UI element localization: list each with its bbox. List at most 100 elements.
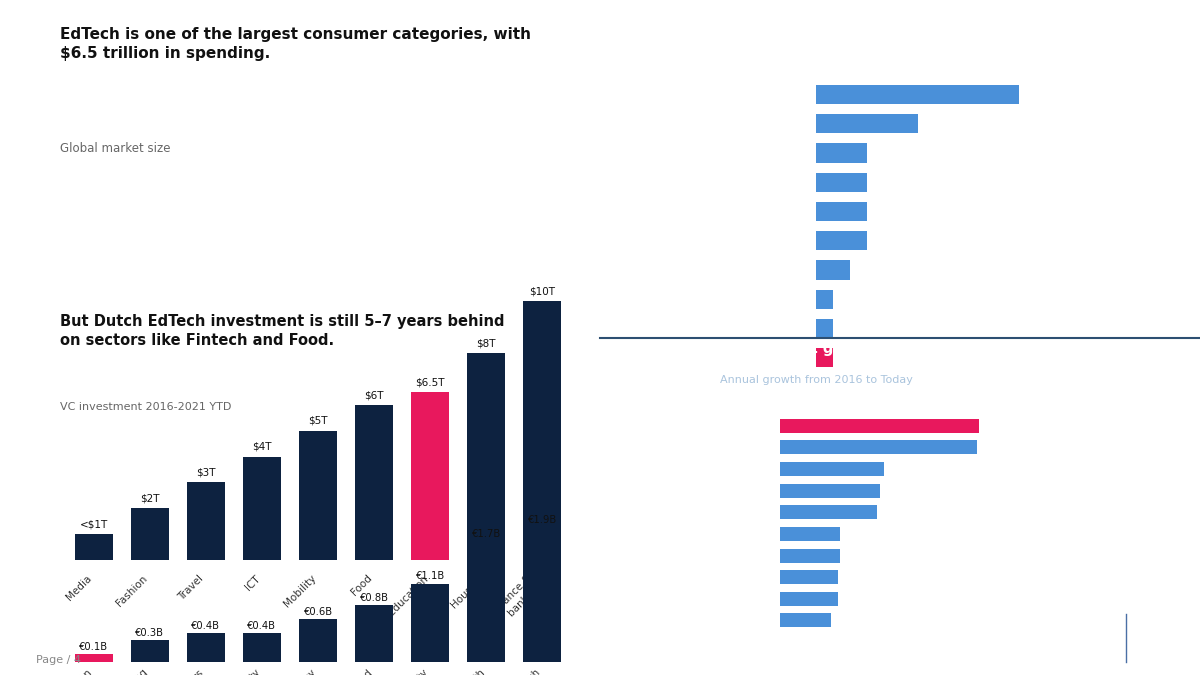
Text: 27%: 27% [845, 529, 868, 539]
Text: Security: Security [226, 667, 262, 675]
Text: 44%: 44% [882, 508, 905, 517]
Text: Energy: Energy [286, 667, 318, 675]
Text: Fintech: Fintech [510, 667, 542, 675]
Bar [131, 508, 169, 560]
Text: €0.6B: €0.6B [304, 607, 332, 616]
Text: $4T: $4T [252, 442, 271, 452]
Text: 26%: 26% [842, 572, 865, 582]
Bar [780, 527, 840, 541]
Text: $2T: $2T [140, 493, 160, 504]
Bar [187, 633, 224, 662]
Text: €0.1B: €0.1B [840, 353, 870, 362]
Bar [816, 261, 850, 279]
Text: Spain: Spain [781, 294, 811, 304]
Bar [467, 542, 505, 661]
Text: Global market size: Global market size [60, 142, 170, 155]
Text: 89%: 89% [982, 442, 1004, 452]
Text: EdTech is one of the largest consumer categories, with
$6.5 trillion in spending: EdTech is one of the largest consumer ca… [60, 27, 530, 61]
Bar [816, 114, 918, 133]
Bar [780, 418, 979, 433]
Text: €1.7B: €1.7B [472, 529, 500, 539]
Bar [780, 506, 877, 519]
Text: Dutch Edtech VC
investment grew from
€6.7M to €52M since
2016: Dutch Edtech VC investment grew from €6.… [1088, 348, 1200, 397]
Text: Health: Health [456, 667, 486, 675]
Text: Fashion: Fashion [115, 573, 150, 608]
Bar [242, 633, 281, 662]
Text: €1.9B: €1.9B [528, 515, 557, 525]
Text: €1.1B: €1.1B [415, 572, 445, 581]
Bar [780, 614, 830, 628]
Text: 23%: 23% [835, 616, 858, 626]
Bar [780, 592, 838, 606]
Text: iD: iD [1151, 626, 1168, 641]
Bar [816, 173, 866, 192]
Bar [355, 405, 394, 560]
Text: Germany: Germany [728, 551, 776, 560]
Text: But it's also the fastest growing by VC investment: But it's also the fastest growing by VC … [624, 341, 1042, 356]
Text: 90%: 90% [984, 421, 1007, 431]
Text: Poland: Poland [776, 323, 811, 333]
Text: €0.8B: €0.8B [360, 593, 389, 603]
Text: Denmark: Denmark [728, 486, 776, 495]
Text: Sweden: Sweden [736, 594, 776, 604]
Text: Mobility: Mobility [395, 667, 430, 675]
Bar [299, 620, 337, 661]
Text: Spain: Spain [748, 572, 776, 582]
Bar [816, 144, 866, 163]
Text: €0.3B: €0.3B [874, 236, 904, 246]
Text: $6.5T: $6.5T [415, 377, 445, 387]
Bar [816, 202, 866, 221]
Bar [299, 431, 337, 560]
Text: Food: Food [349, 573, 374, 598]
Text: Housing: Housing [449, 573, 486, 610]
Text: United Kingdom: United Kingdom [727, 90, 811, 99]
Text: €0.3B: €0.3B [874, 148, 904, 158]
Text: €0.4B: €0.4B [247, 620, 276, 630]
Text: Semiconductors: Semiconductors [142, 667, 206, 675]
Text: Norway: Norway [772, 207, 811, 217]
Text: ICT: ICT [244, 573, 262, 592]
Text: Hungary: Hungary [732, 529, 776, 539]
Text: France: France [776, 119, 811, 129]
Bar [816, 319, 833, 338]
Text: 27%: 27% [845, 551, 868, 560]
Text: $3T: $3T [196, 468, 216, 478]
Text: Russia: Russia [743, 464, 776, 474]
Bar [74, 535, 113, 560]
Text: Annual growth from 2016 to Today: Annual growth from 2016 to Today [720, 375, 913, 385]
Text: 26%: 26% [842, 594, 865, 604]
Bar [816, 85, 1019, 104]
Text: Page / 4: Page / 4 [36, 655, 82, 665]
Bar [355, 605, 394, 662]
Bar [523, 528, 562, 662]
Text: Austria: Austria [739, 442, 776, 452]
Text: €0.6B: €0.6B [924, 119, 955, 129]
Bar [131, 641, 169, 662]
Bar [816, 348, 833, 367]
Text: €0.2B: €0.2B [857, 265, 887, 275]
Bar [412, 392, 449, 560]
Bar [816, 290, 833, 308]
Text: Education: Education [52, 667, 94, 675]
Text: Mobility: Mobility [282, 573, 318, 610]
Bar [467, 353, 505, 560]
Text: €0.3B: €0.3B [874, 207, 904, 217]
Text: $8T: $8T [476, 338, 496, 348]
Text: €0.1B: €0.1B [79, 642, 108, 651]
Text: 45%: 45% [884, 486, 907, 495]
Bar [780, 440, 977, 454]
Bar [816, 232, 866, 250]
Text: Netherlands: Netherlands [713, 421, 776, 431]
Bar [780, 570, 838, 584]
Text: $5T: $5T [308, 416, 328, 426]
Bar [74, 655, 113, 662]
Text: €0.1B: €0.1B [840, 294, 870, 304]
Text: Travel: Travel [176, 573, 206, 602]
Bar [523, 301, 562, 560]
Text: Food: Food [350, 667, 374, 675]
Text: VC investment 2016-2021 YTD: VC investment 2016-2021 YTD [60, 402, 232, 412]
Text: $6T: $6T [365, 390, 384, 400]
Bar [780, 484, 880, 497]
Text: €0.3B: €0.3B [136, 628, 164, 638]
Text: Ireland: Ireland [775, 236, 811, 246]
